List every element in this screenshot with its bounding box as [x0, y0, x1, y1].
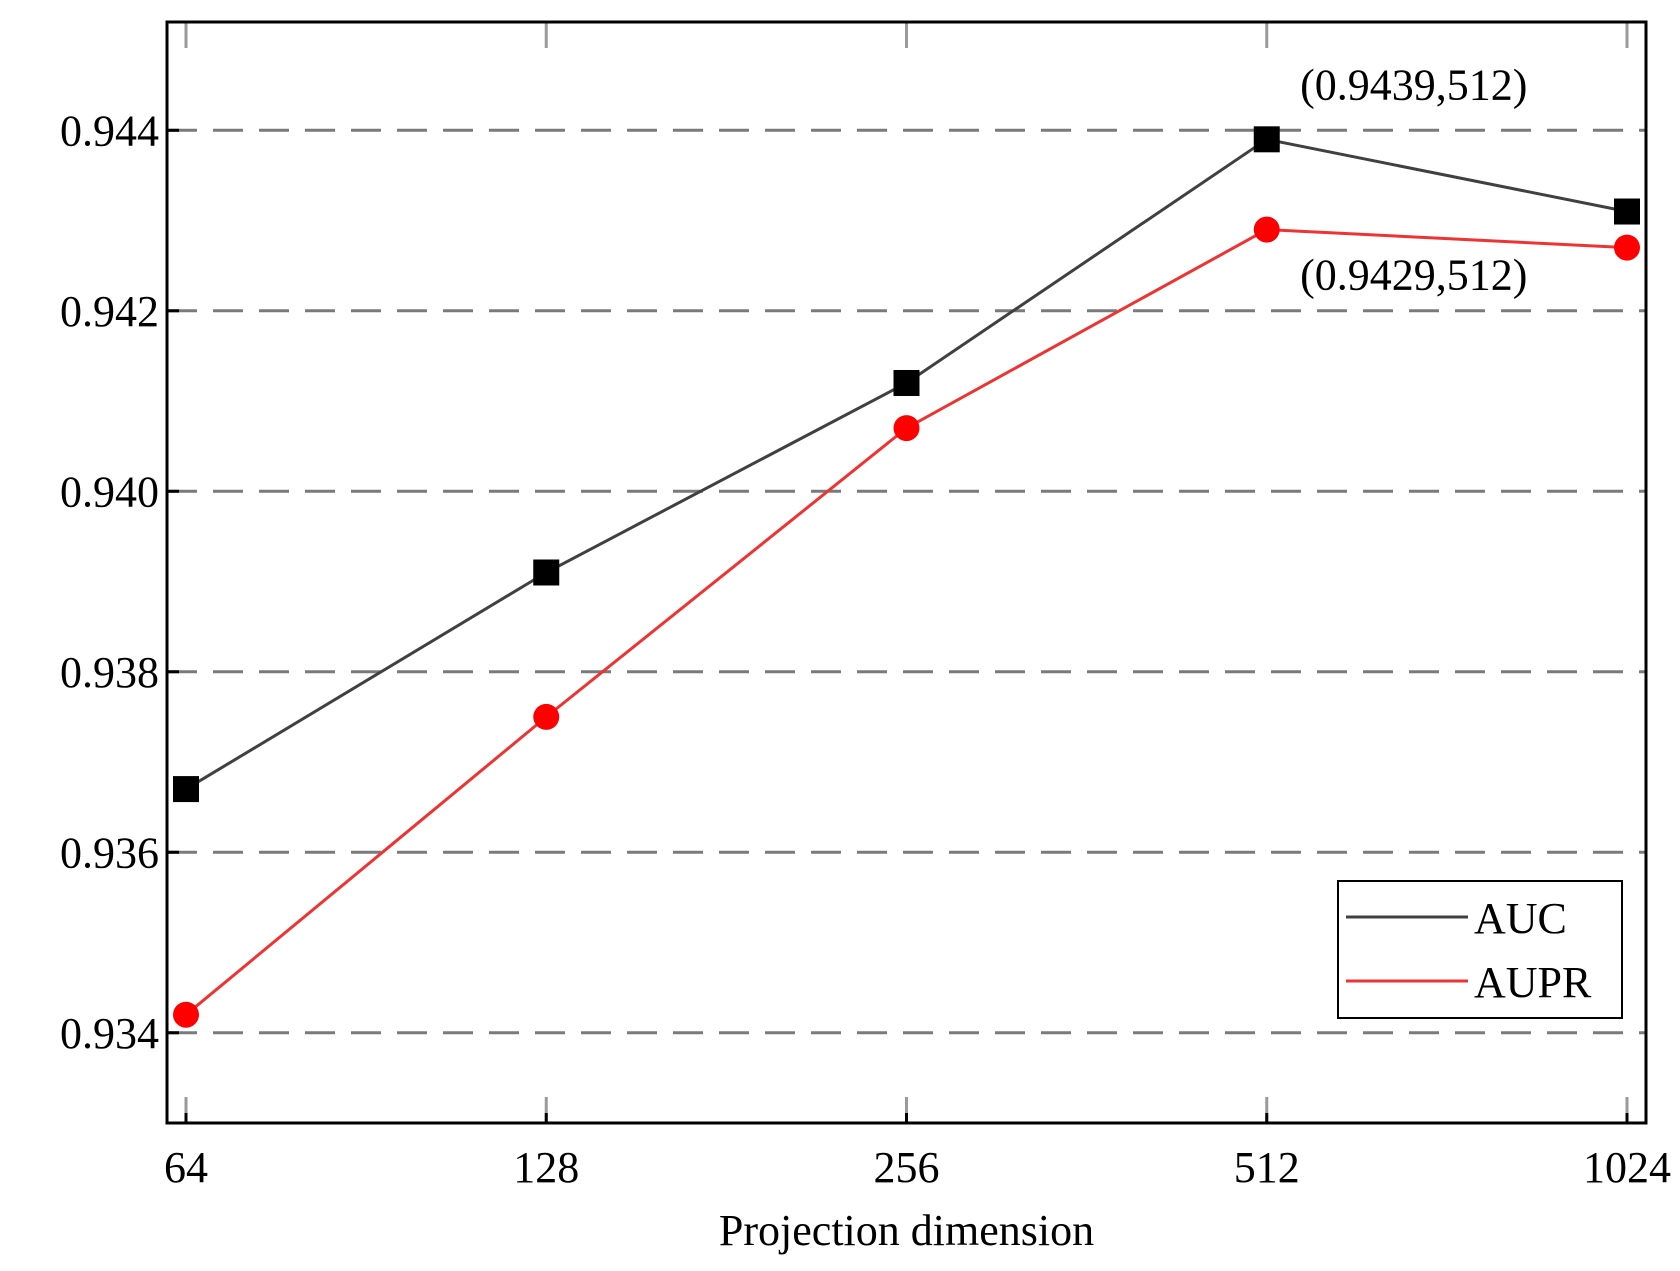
annotations: (0.9439,512) (0.9429,512)	[1300, 60, 1527, 299]
legend-label-aupr: AUPR	[1474, 958, 1592, 1007]
y-tick-label: 0.938	[60, 648, 159, 697]
y-tick-label: 0.940	[60, 467, 159, 516]
x-tick-label: 256	[874, 1143, 940, 1192]
data-point-aupr	[1614, 234, 1640, 261]
x-tick-label: 1024	[1583, 1143, 1671, 1192]
plot-frame	[165, 20, 1648, 1125]
grid-lines	[167, 22, 1646, 1123]
data-point-auc	[1614, 198, 1640, 225]
y-tick-label: 0.934	[60, 1009, 159, 1058]
y-tick-label: 0.944	[60, 106, 159, 155]
y-tick-label: 0.936	[60, 828, 159, 877]
data-annotation: (0.9429,512)	[1300, 251, 1527, 300]
legend: AUC AUPR	[1337, 880, 1623, 1019]
y-axis-ticks: 0.934 0.936 0.938 0.940 0.942 0.944	[60, 106, 179, 1058]
x-axis-ticks: 64 128 256 512 1024	[164, 1113, 1671, 1192]
data-point-aupr	[173, 1001, 199, 1028]
y-tick-label: 0.942	[60, 287, 159, 336]
x-tick-label: 64	[164, 1143, 208, 1192]
series-group	[173, 126, 1640, 1028]
data-point-auc	[1253, 126, 1280, 153]
data-point-auc	[173, 776, 199, 803]
data-point-aupr	[1253, 216, 1280, 243]
data-annotation: (0.9439,512)	[1300, 60, 1527, 109]
data-point-auc	[893, 369, 920, 396]
data-point-auc	[533, 559, 560, 586]
x-axis-label: Projection dimension	[719, 1206, 1094, 1255]
legend-box	[1337, 880, 1623, 1019]
data-point-aupr	[893, 415, 920, 442]
data-point-aupr	[533, 703, 560, 730]
x-tick-label: 128	[513, 1143, 579, 1192]
legend-label-auc: AUC	[1474, 894, 1567, 943]
x-tick-label: 512	[1234, 1143, 1300, 1192]
